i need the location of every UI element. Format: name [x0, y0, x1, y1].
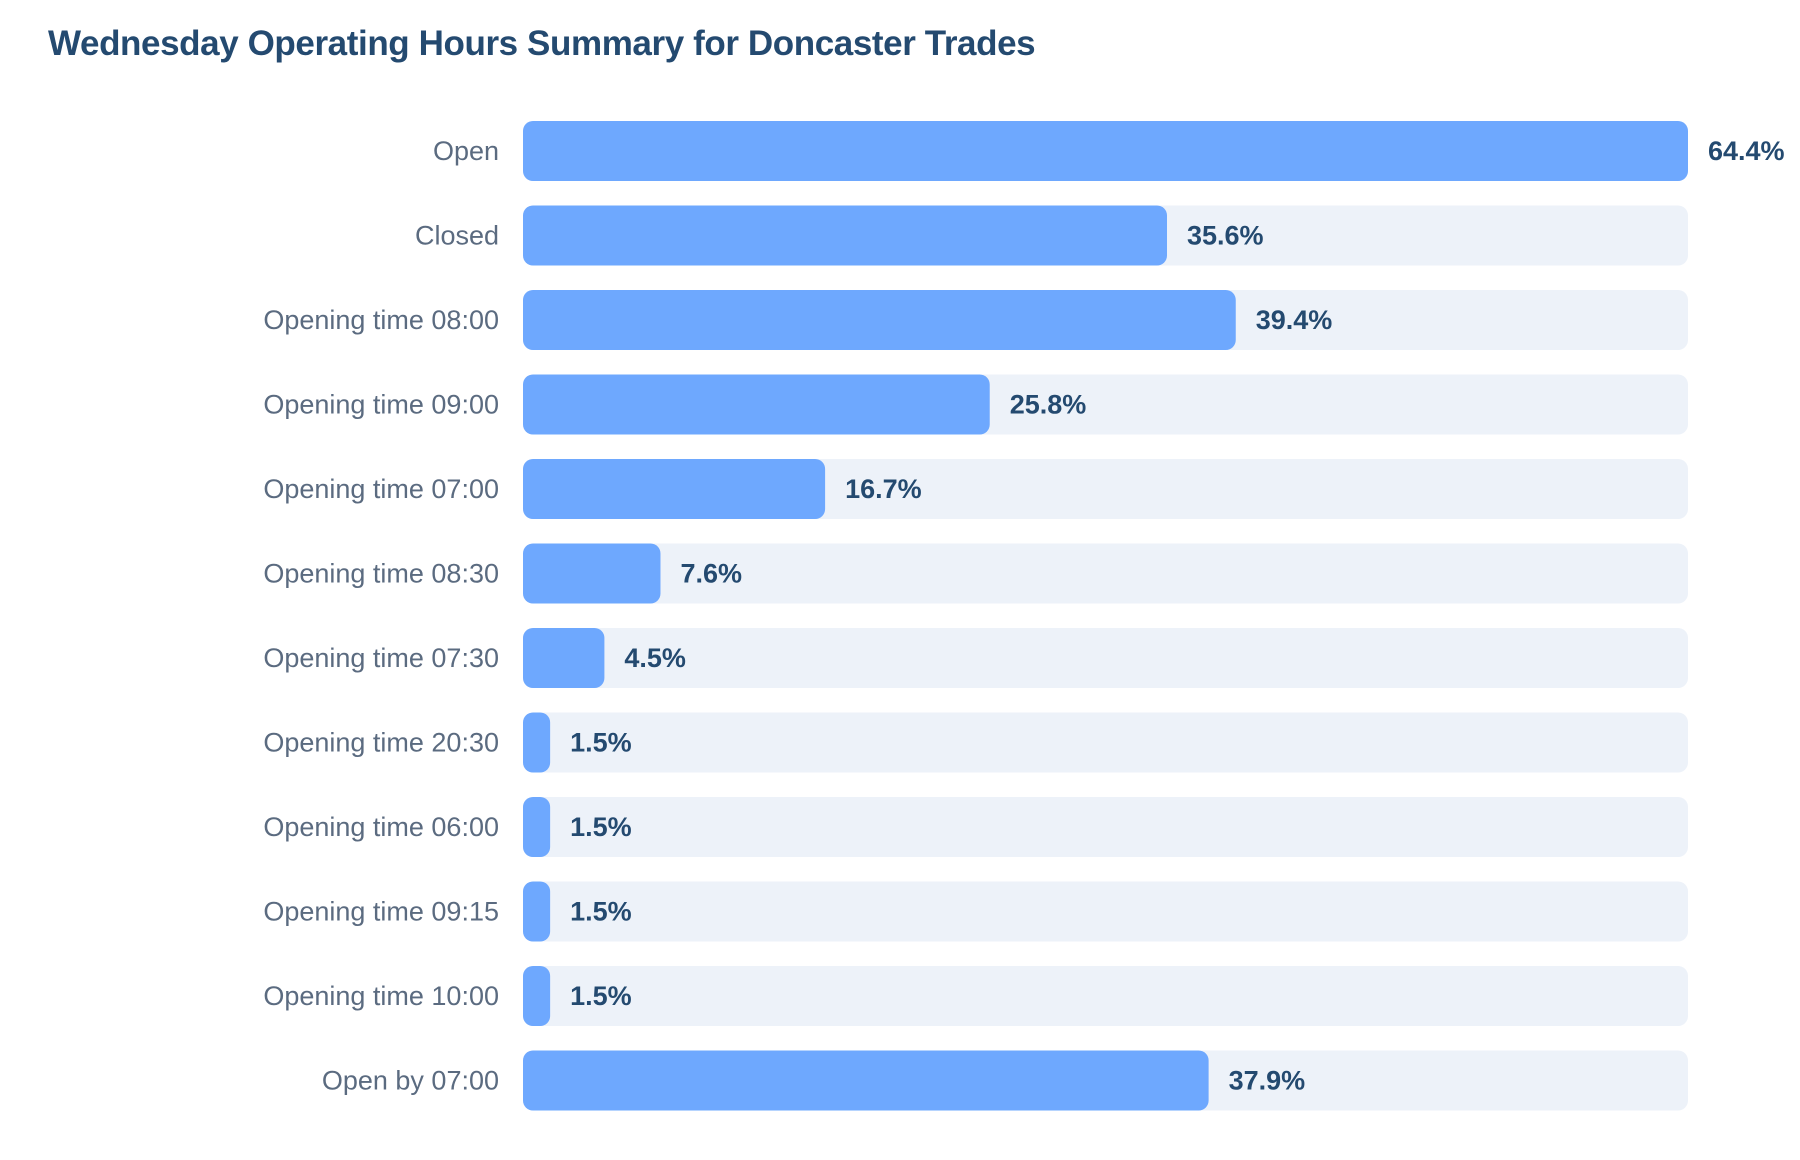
bar-opening-time-07-30: [523, 628, 605, 688]
bar-opening-time-08-30: [523, 543, 661, 604]
value-label-opening-time-07-00: 16.7%: [845, 474, 922, 504]
category-label-open: Open: [433, 136, 499, 166]
bar-opening-time-10-00: [523, 966, 551, 1026]
bar-closed: [523, 205, 1168, 266]
bar-opening-time-07-00: [523, 459, 826, 519]
category-label-opening-time-10-00: Opening time 10:00: [263, 981, 499, 1011]
category-label-opening-time-07-00: Opening time 07:00: [263, 474, 499, 504]
category-label-closed: Closed: [415, 221, 499, 251]
category-label-opening-time-09-00: Opening time 09:00: [263, 390, 499, 420]
bar-opening-time-06-00: [523, 797, 551, 857]
category-label-opening-time-08-30: Opening time 08:30: [263, 559, 499, 589]
bar-open: [523, 121, 1688, 181]
bar-opening-time-09-15: [523, 881, 551, 942]
value-label-opening-time-09-15: 1.5%: [570, 897, 632, 927]
bar-track-opening-time-10-00: [523, 966, 1688, 1026]
bar-open-by-07-00: [523, 1050, 1209, 1111]
value-label-opening-time-07-30: 4.5%: [624, 643, 686, 673]
chart-title: Wednesday Operating Hours Summary for Do…: [48, 24, 1036, 63]
bar-track-opening-time-09-15: [523, 881, 1688, 942]
value-label-open-by-07-00: 37.9%: [1229, 1066, 1306, 1096]
category-label-opening-time-06-00: Opening time 06:00: [263, 812, 499, 842]
value-labels: 64.4% 35.6% 39.4% 25.8% 16.7% 7.6% 4.5% 1.5% 1.5…: [570, 136, 1784, 1096]
bar-opening-time-08-00: [523, 290, 1236, 350]
bar-track-opening-time-08-30: [523, 543, 1688, 604]
bar-track-opening-time-06-00: [523, 797, 1688, 857]
value-label-opening-time-08-30: 7.6%: [680, 559, 742, 589]
category-labels: Open Closed Opening time 08:00 Opening time…: [263, 136, 499, 1096]
category-label-opening-time-08-00: Opening time 08:00: [263, 305, 499, 335]
category-label-open-by-07-00: Open by 07:00: [322, 1066, 499, 1096]
bar-tracks: [523, 121, 1688, 1111]
bar-track-opening-time-07-30: [523, 628, 1688, 688]
value-label-opening-time-10-00: 1.5%: [570, 981, 632, 1011]
category-label-opening-time-20-30: Opening time 20:30: [263, 728, 499, 758]
bar-opening-time-20-30: [523, 712, 551, 773]
category-label-opening-time-07-30: Opening time 07:30: [263, 643, 499, 673]
category-label-opening-time-09-15: Opening time 09:15: [263, 897, 499, 927]
bar-opening-time-09-00: [523, 374, 990, 435]
bar-track-opening-time-20-30: [523, 712, 1688, 773]
value-label-opening-time-06-00: 1.5%: [570, 812, 632, 842]
value-label-opening-time-20-30: 1.5%: [570, 728, 632, 758]
value-label-open: 64.4%: [1708, 136, 1785, 166]
value-label-opening-time-08-00: 39.4%: [1256, 305, 1333, 335]
value-label-closed: 35.6%: [1187, 221, 1264, 251]
value-label-opening-time-09-00: 25.8%: [1010, 390, 1087, 420]
bars: [523, 121, 1688, 1111]
